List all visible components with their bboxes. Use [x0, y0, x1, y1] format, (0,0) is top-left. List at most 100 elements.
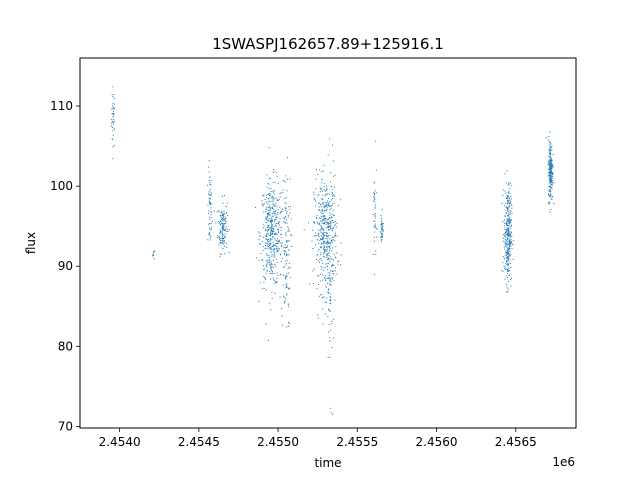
- data-point: [549, 178, 551, 180]
- data-point: [222, 217, 224, 219]
- data-point: [262, 195, 264, 197]
- data-point: [218, 211, 220, 213]
- data-point: [501, 202, 503, 204]
- data-point: [509, 245, 511, 247]
- data-point: [268, 257, 270, 258]
- data-point: [323, 234, 325, 236]
- data-point: [278, 232, 280, 234]
- data-point: [320, 189, 322, 191]
- data-point: [324, 231, 326, 233]
- data-point: [208, 202, 210, 204]
- data-point: [333, 194, 335, 196]
- data-point: [315, 188, 317, 190]
- data-point: [502, 270, 504, 272]
- data-point: [285, 175, 287, 177]
- data-point: [332, 160, 334, 162]
- data-point: [507, 269, 509, 271]
- data-point: [273, 266, 275, 268]
- data-point: [549, 178, 551, 180]
- data-point: [328, 246, 330, 248]
- data-point: [267, 225, 269, 227]
- data-point: [269, 271, 271, 273]
- data-point: [549, 153, 551, 155]
- data-point: [267, 242, 269, 244]
- data-point: [280, 233, 282, 235]
- data-point: [321, 220, 323, 222]
- data-point: [284, 202, 286, 204]
- data-point: [329, 248, 331, 250]
- data-point: [268, 263, 270, 265]
- data-point: [504, 190, 506, 192]
- data-point: [382, 223, 384, 225]
- data-point: [271, 201, 273, 203]
- data-point: [271, 225, 273, 227]
- data-point: [272, 208, 274, 210]
- data-point: [550, 159, 552, 161]
- data-point: [327, 225, 329, 227]
- data-point: [272, 191, 274, 193]
- data-point: [551, 167, 553, 169]
- data-point: [267, 239, 269, 241]
- data-point: [322, 253, 324, 255]
- data-point: [318, 224, 320, 226]
- data-point: [228, 229, 230, 231]
- data-point: [221, 233, 223, 235]
- data-point: [505, 212, 507, 214]
- data-point: [273, 213, 275, 215]
- data-point: [321, 259, 323, 261]
- data-point: [220, 253, 222, 255]
- data-point: [510, 210, 512, 212]
- data-point: [506, 257, 508, 259]
- data-point: [224, 223, 226, 225]
- data-point: [272, 241, 274, 243]
- data-point: [551, 176, 553, 178]
- data-point: [284, 222, 286, 224]
- data-point: [225, 229, 227, 231]
- data-point: [333, 337, 335, 339]
- data-point: [328, 259, 330, 261]
- data-point: [266, 208, 268, 210]
- data-point: [509, 244, 511, 246]
- data-point: [549, 194, 551, 196]
- data-point: [550, 165, 552, 167]
- data-point: [508, 249, 510, 251]
- data-point: [322, 279, 324, 281]
- data-point: [270, 255, 272, 257]
- data-point: [547, 163, 549, 165]
- data-point: [551, 166, 553, 168]
- data-point: [324, 218, 326, 220]
- data-point: [373, 181, 375, 183]
- data-point: [328, 274, 330, 276]
- data-point: [380, 239, 382, 241]
- data-point: [327, 257, 329, 259]
- data-point: [276, 233, 278, 235]
- data-point: [223, 243, 225, 245]
- data-point: [328, 292, 330, 294]
- data-point: [262, 265, 264, 267]
- data-point: [337, 263, 339, 265]
- data-point: [261, 200, 263, 202]
- data-point: [549, 150, 551, 152]
- data-point: [266, 254, 268, 256]
- data-point: [506, 224, 508, 226]
- data-point: [276, 172, 278, 174]
- data-point: [222, 218, 224, 220]
- data-point: [381, 219, 383, 221]
- data-point: [551, 149, 553, 151]
- data-point: [507, 215, 509, 217]
- data-point: [506, 220, 508, 222]
- data-point: [506, 245, 508, 247]
- data-point: [272, 245, 274, 247]
- data-point: [270, 228, 272, 230]
- data-point: [277, 250, 279, 252]
- data-point: [282, 180, 284, 182]
- data-point: [217, 235, 219, 237]
- data-point: [209, 181, 211, 183]
- data-point: [329, 283, 331, 285]
- data-point: [320, 211, 322, 213]
- data-point: [328, 242, 330, 244]
- x-tick-label: 2.4545: [178, 435, 220, 449]
- data-point: [210, 235, 212, 237]
- data-point: [152, 255, 154, 257]
- data-point: [373, 237, 375, 239]
